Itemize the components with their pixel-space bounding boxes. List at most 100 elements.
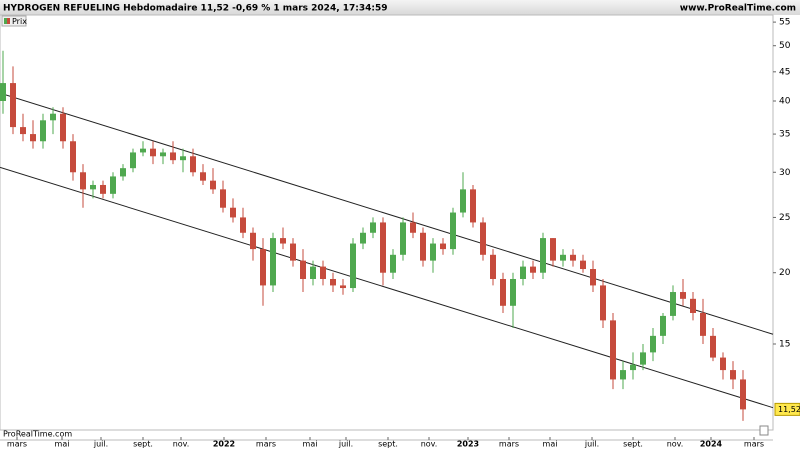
candle-body [600, 285, 606, 321]
y-tick-label: 25 [779, 213, 790, 223]
candle-body [100, 184, 106, 194]
y-tick-label: 30 [779, 168, 791, 178]
x-tick-label: mars [256, 440, 276, 449]
x-tick-label: 2022 [213, 440, 235, 449]
y-tick-label: 40 [779, 96, 791, 106]
legend-box [1, 15, 27, 27]
candle-body [330, 278, 336, 286]
candle-body [520, 266, 526, 279]
candle-body [340, 285, 346, 289]
candle-body [350, 243, 356, 289]
candle-body [480, 222, 486, 255]
candle-body [130, 152, 136, 169]
plot-area [0, 14, 774, 431]
legend-icon [7, 18, 10, 24]
candle-body [200, 172, 206, 181]
candle-body [390, 254, 396, 273]
x-tick-label: nov. [421, 440, 438, 449]
candle-body [500, 278, 506, 306]
candle-body [280, 238, 286, 244]
candle-body [50, 113, 56, 121]
candle-body [380, 222, 386, 273]
candle-body [230, 207, 236, 218]
x-tick-label: 2023 [457, 440, 479, 449]
x-tick-label: nov. [173, 440, 190, 449]
candle-body [290, 243, 296, 261]
x-tick-label: juil. [338, 440, 353, 449]
candle-body [300, 260, 306, 279]
last-value-label: 11,52 [778, 405, 800, 414]
x-tick-label: mars [499, 440, 519, 449]
x-tick-label: nov. [667, 440, 684, 449]
candle-body [460, 189, 466, 213]
candle-body [20, 127, 26, 135]
candle-body [90, 184, 96, 190]
candle-body [260, 249, 266, 286]
candle-body [140, 148, 146, 153]
x-tick-label: mai [303, 440, 318, 449]
x-tick-label: juil. [584, 440, 599, 449]
candle-body [270, 238, 276, 286]
candle-body [720, 357, 726, 371]
candle-body [30, 134, 36, 142]
candle-body [450, 212, 456, 250]
candle-body [740, 379, 746, 410]
candle-body [370, 222, 376, 233]
candle-body [40, 120, 46, 142]
candle-body [190, 156, 196, 173]
channel-line [0, 166, 774, 409]
candle-body [360, 232, 366, 244]
candle-body [590, 269, 596, 286]
candle-body [10, 83, 16, 128]
info-icon[interactable] [759, 425, 769, 436]
candle-body [650, 335, 656, 353]
candle-body [420, 232, 426, 261]
x-tick-label: sept. [133, 440, 153, 449]
y-tick-label: 15 [779, 339, 790, 349]
candle-body [120, 168, 126, 177]
candle-body [510, 278, 516, 306]
channel-line [0, 92, 774, 335]
candle-body [400, 222, 406, 255]
y-tick-label: 50 [779, 41, 791, 51]
candle-body [630, 364, 636, 371]
candle-body [0, 83, 6, 101]
candle-body [640, 352, 646, 365]
candle-body [110, 176, 116, 194]
candle-body [490, 254, 496, 279]
x-tick-label: mai [543, 440, 558, 449]
candle-body [710, 335, 716, 358]
y-tick-label: 45 [779, 67, 790, 77]
candle-body [210, 180, 216, 190]
x-tick-label: mars [744, 440, 764, 449]
x-tick-label: mars [7, 440, 27, 449]
candle-body [170, 152, 176, 161]
candle-body [150, 148, 156, 157]
candle-body [80, 172, 86, 190]
y-tick-label: 55 [779, 18, 790, 28]
candle-body [60, 113, 66, 142]
candle-body [620, 370, 626, 380]
candle-body [430, 243, 436, 261]
candle-body [310, 266, 316, 279]
candle-body [550, 238, 556, 261]
x-tick-label: juil. [93, 440, 108, 449]
candle-body [180, 156, 186, 161]
candle-body [70, 141, 76, 173]
chart-title: HYDROGEN REFUELING Hebdomadaire 11,52 -0… [3, 4, 388, 14]
y-tick-label: 20 [779, 268, 791, 278]
candle-body [250, 232, 256, 250]
candle-body [540, 238, 546, 273]
candle-body [730, 370, 736, 380]
candle-body [670, 292, 676, 316]
candle-body [440, 243, 446, 250]
candle-body [160, 152, 166, 157]
header-bar [0, 0, 800, 15]
candle-body [580, 260, 586, 270]
candle-body [560, 254, 566, 261]
x-tick-label: mai [55, 440, 70, 449]
candle-body [530, 266, 536, 273]
watermark: ProRealTime.com [3, 430, 72, 439]
y-tick-label: 35 [779, 130, 790, 140]
